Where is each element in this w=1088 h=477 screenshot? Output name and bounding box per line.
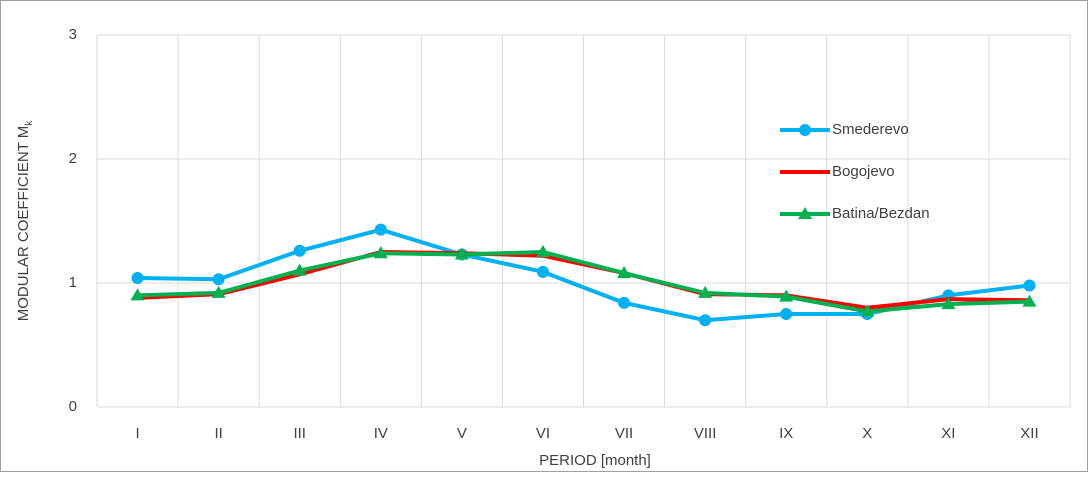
point (779, 289, 794, 302)
legend-label: Batina/Bezdan (832, 205, 930, 222)
legend-label: Bogojevo (832, 163, 895, 180)
point (699, 314, 712, 327)
x-tick-label: XII (1020, 425, 1038, 442)
x-tick-label: III (293, 425, 306, 442)
y-axis-label-text: MODULAR COEFFICIENT M (15, 126, 32, 322)
point (293, 244, 306, 257)
x-tick-label: VIII (694, 425, 717, 442)
y-tick-label: 1 (69, 274, 77, 291)
x-tick-label: XI (941, 425, 955, 442)
point (1022, 294, 1037, 307)
x-tick-label: IV (374, 425, 388, 442)
point (941, 297, 956, 310)
point (618, 296, 631, 309)
point (780, 308, 793, 320)
legend-marker (798, 207, 812, 219)
point (131, 272, 144, 285)
x-tick-label: I (135, 425, 139, 442)
point (212, 273, 225, 286)
point (1023, 279, 1036, 292)
point (454, 247, 469, 260)
y-tick-label: 3 (69, 26, 77, 43)
x-tick-label: IX (779, 425, 793, 442)
legend-marker (799, 124, 811, 136)
x-tick-label: X (862, 425, 872, 442)
point (211, 285, 226, 298)
y-tick-label: 2 (69, 150, 77, 167)
point (374, 223, 387, 236)
point (698, 285, 713, 298)
y-axis-label-subscript: k (24, 120, 35, 126)
legend-label: Smederevo (832, 121, 909, 138)
y-tick-label: 0 (69, 398, 77, 415)
point (130, 288, 145, 301)
point (292, 263, 307, 276)
x-tick-label: II (214, 425, 222, 442)
x-tick-label: V (457, 425, 467, 442)
x-tick-label: VII (615, 425, 633, 442)
point (535, 245, 550, 257)
point (373, 246, 388, 259)
x-tick-label: VI (536, 425, 550, 442)
series-line (137, 250, 1030, 314)
x-axis-label: PERIOD [month] (539, 452, 651, 469)
point (536, 265, 549, 278)
point (617, 266, 632, 279)
y-axis-label: MODULAR COEFFICIENT Mk (15, 120, 35, 322)
point (860, 304, 875, 317)
